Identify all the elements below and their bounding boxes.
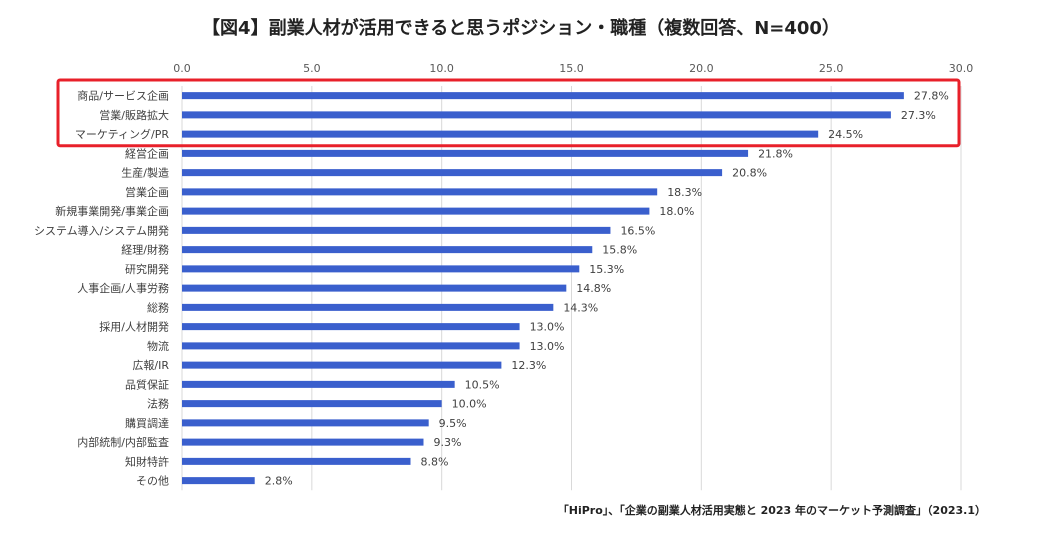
data-label: 21.8%	[758, 147, 793, 160]
chart-title: 【図4】副業人材が活用できると思うポジション・職種（複数回答、N=400）	[202, 18, 840, 39]
category-label: 営業企画	[125, 185, 169, 199]
bar	[182, 477, 255, 485]
bar	[182, 188, 658, 196]
x-tick-label: 5.0	[303, 62, 321, 75]
data-label: 24.5%	[828, 128, 863, 141]
bar	[182, 400, 442, 408]
data-label: 13.0%	[530, 321, 565, 334]
data-label: 13.0%	[530, 340, 565, 353]
x-tick-label: 30.0	[949, 62, 974, 75]
bar	[182, 323, 520, 331]
bar	[182, 457, 411, 465]
data-label: 10.5%	[465, 378, 500, 391]
category-label: 経理/財務	[121, 243, 169, 257]
category-label: 商品/サービス企画	[77, 89, 169, 103]
data-label: 16.5%	[620, 224, 655, 237]
bar	[182, 169, 723, 177]
category-label: システム導入/システム開発	[34, 223, 169, 237]
bar	[182, 226, 611, 234]
data-label: 27.3%	[901, 109, 936, 122]
category-label: 広報/IR	[132, 359, 169, 372]
bar	[182, 111, 891, 119]
data-label: 15.8%	[602, 244, 637, 257]
data-label: 15.3%	[589, 263, 624, 276]
bar	[182, 419, 429, 427]
bar	[182, 361, 502, 369]
data-label: 14.3%	[563, 301, 598, 314]
category-label: 品質保証	[125, 377, 169, 391]
bar	[182, 149, 749, 157]
x-tick-label: 0.0	[173, 62, 191, 75]
category-label: 経営企画	[125, 146, 169, 160]
data-label: 9.5%	[439, 417, 467, 430]
data-label: 18.0%	[659, 205, 694, 218]
chart-source: 「HiPro」、「企業の副業人材活用実態と 2023 年のマーケット予測調査」（…	[557, 504, 986, 517]
bar	[182, 207, 650, 215]
x-tick-label: 15.0	[559, 62, 584, 75]
data-label: 9.3%	[433, 436, 461, 449]
x-tick-label: 20.0	[689, 62, 714, 75]
category-label: 採用/人材開発	[99, 320, 169, 334]
bar	[182, 380, 455, 388]
bar	[182, 342, 520, 350]
highlight-box	[56, 78, 961, 148]
category-label: 生産/製造	[121, 166, 169, 180]
category-label: 購買調達	[125, 416, 169, 430]
data-label: 8.8%	[421, 455, 449, 468]
x-tick-label: 10.0	[429, 62, 454, 75]
category-label: 営業/販路拡大	[99, 108, 169, 122]
bar	[182, 130, 819, 138]
category-label: 内部統制/内部監査	[77, 435, 169, 449]
data-label: 12.3%	[511, 359, 546, 372]
data-label: 27.8%	[914, 90, 949, 103]
category-label: マーケティング/PR	[75, 127, 169, 141]
category-label: 総務	[147, 300, 169, 314]
data-label: 20.8%	[732, 167, 767, 180]
bar	[182, 438, 424, 446]
data-label: 2.8%	[265, 475, 293, 488]
data-label: 10.0%	[452, 398, 487, 411]
bar	[182, 284, 567, 292]
x-tick-label: 25.0	[819, 62, 844, 75]
category-label: 人事企画/人事労務	[77, 281, 169, 295]
category-label: 知財特許	[125, 454, 169, 468]
category-label: 法務	[147, 397, 169, 411]
category-label: 新規事業開発/事業企画	[55, 204, 169, 218]
bar	[182, 92, 904, 100]
data-label: 14.8%	[576, 282, 611, 295]
bar	[182, 303, 554, 311]
category-label: 研究開発	[125, 262, 169, 276]
data-label: 18.3%	[667, 186, 702, 199]
bar	[182, 246, 593, 254]
category-label: その他	[136, 475, 169, 488]
bar	[182, 265, 580, 273]
category-label: 物流	[147, 339, 169, 353]
